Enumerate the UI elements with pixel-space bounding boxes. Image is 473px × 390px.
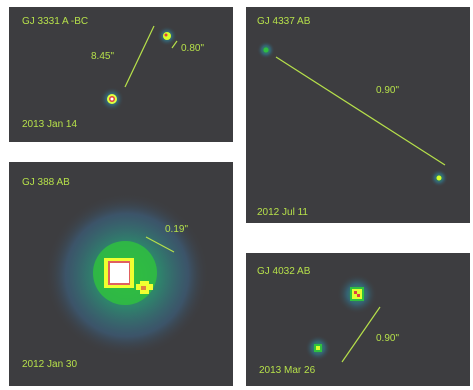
separation-line <box>341 306 381 363</box>
separation-label: 0.19" <box>165 224 189 235</box>
separation-label: 0.90" <box>376 333 400 344</box>
target-name: GJ 3331 A -BC <box>22 16 89 27</box>
panel-gj3331: GJ 3331 A -BC 8.45" 0.80" 2013 Jan 14 <box>9 7 233 142</box>
star-b <box>316 346 320 350</box>
panel-gj4032-image <box>305 274 381 363</box>
target-name: GJ 4337 AB <box>257 16 311 27</box>
target-name: GJ 388 AB <box>22 177 70 188</box>
separation-label: 0.90" <box>376 85 400 96</box>
observation-date: 2012 Jan 30 <box>22 359 78 370</box>
separation-line-b-c <box>171 40 178 49</box>
panel-gj4337-image <box>257 41 448 187</box>
panel-gj388: GJ 388 AB 0.19" 2012 Jan 30 <box>9 162 233 386</box>
panel-gj4337: GJ 4337 AB 0.90" 2012 Jul 11 <box>246 7 470 223</box>
observation-date: 2013 Mar 26 <box>259 365 316 376</box>
observation-date: 2013 Jan 14 <box>22 119 78 130</box>
panel-gj4032: GJ 4032 AB 0.90" 2013 Mar 26 <box>246 253 470 386</box>
observation-date: 2012 Jul 11 <box>257 207 308 218</box>
separation-line <box>275 56 446 166</box>
target-name: GJ 4032 AB <box>257 266 311 277</box>
panel-gj388-image <box>45 193 209 357</box>
separation-label: 0.80" <box>181 43 205 54</box>
separation-line-a-bc <box>124 25 155 88</box>
panel-gj3331-image <box>100 25 178 111</box>
separation-label: 8.45" <box>91 51 115 62</box>
separation-line <box>145 236 175 253</box>
